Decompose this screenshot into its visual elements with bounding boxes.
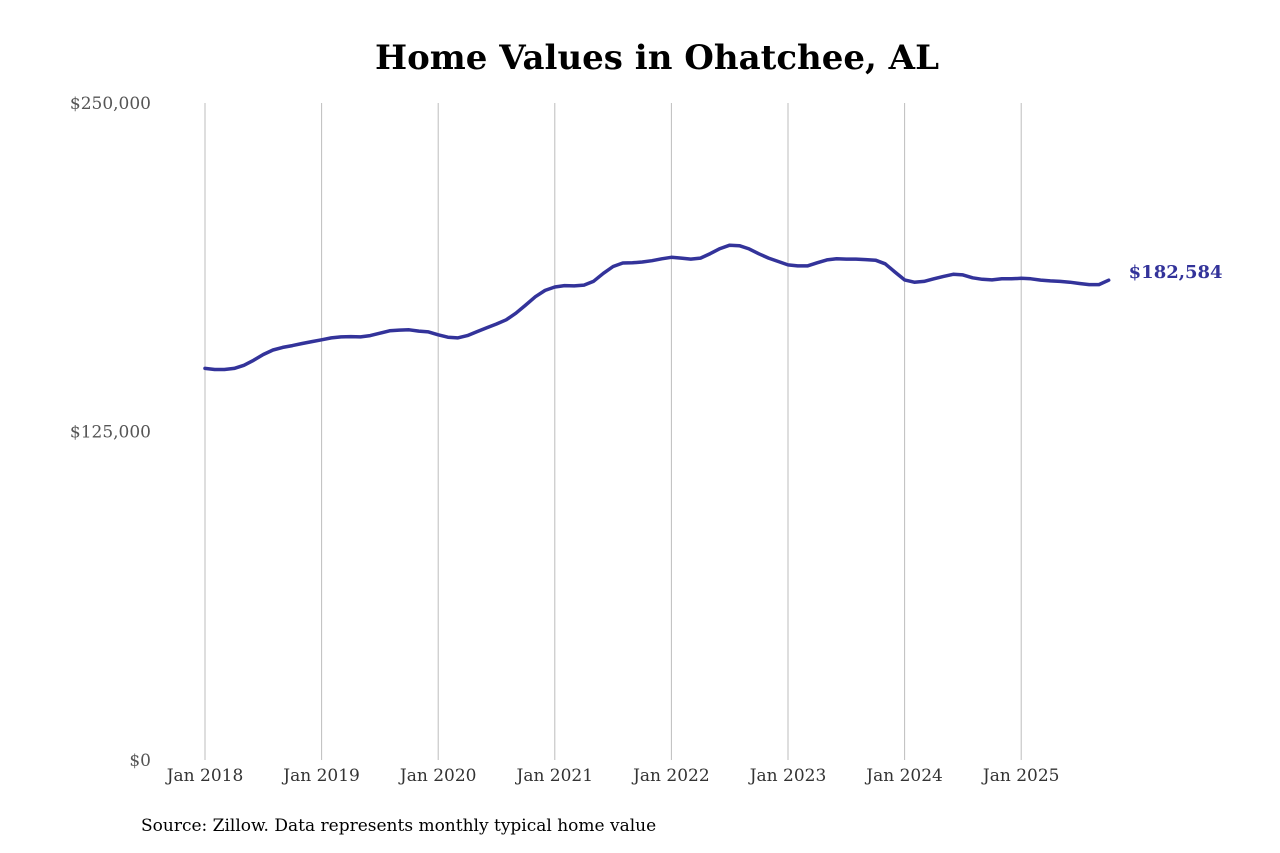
x-tick-label: Jan 2024 — [864, 766, 943, 786]
x-tick-label: Jan 2019 — [281, 766, 360, 786]
home-value-line — [203, 243, 1111, 372]
x-axis-ticks: Jan 2018 Jan 2019 Jan 2020 Jan 2021 Jan 2022… — [165, 766, 1060, 786]
chart-title: Home Values in Ohatchee, AL — [375, 38, 939, 78]
y-tick-label: $250,000 — [70, 94, 151, 114]
x-tick-label: Jan 2020 — [398, 766, 477, 786]
x-tick-label: Jan 2023 — [748, 766, 827, 786]
y-tick-label: $0 — [129, 751, 151, 771]
y-tick-label: $125,000 — [70, 423, 151, 443]
x-tick-label: Jan 2022 — [631, 766, 710, 786]
x-tick-label: Jan 2021 — [515, 766, 594, 786]
end-value-label: $182,584 — [1129, 262, 1223, 283]
x-tick-label: Jan 2025 — [981, 766, 1060, 786]
x-tick-label: Jan 2018 — [165, 766, 244, 786]
gridlines — [204, 103, 1022, 760]
source-note: Source: Zillow. Data represents monthly … — [141, 816, 657, 836]
y-axis-ticks: $250,000 $125,000 $0 — [70, 94, 151, 771]
